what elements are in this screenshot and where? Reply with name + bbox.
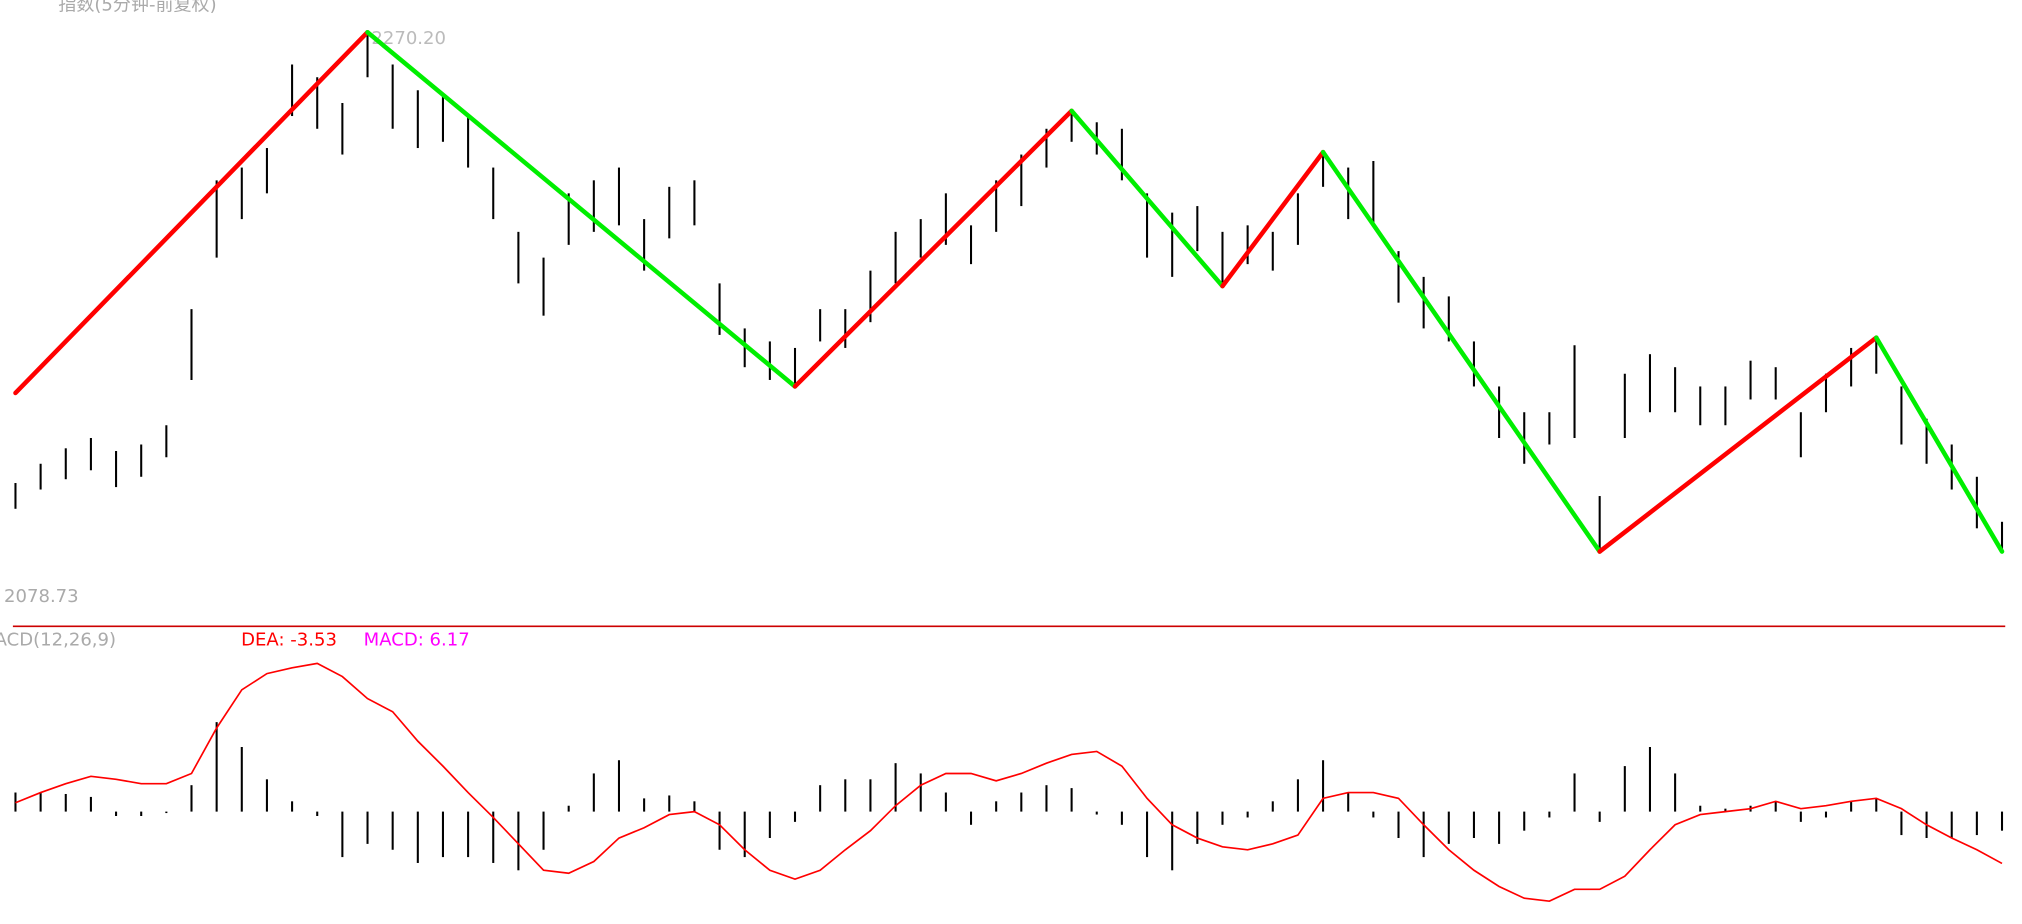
dea-line — [15, 662, 2003, 903]
indicator-title: MACD(12,26,9) — [0, 630, 116, 651]
zigzag-segment — [1597, 335, 1879, 554]
zigzag-segment — [1874, 335, 2005, 554]
zigzag-segment — [365, 29, 798, 389]
zigzag-segment — [1220, 149, 1326, 289]
zigzag-segment — [13, 29, 370, 396]
zigzag-segment — [1320, 149, 1602, 554]
zigzag-segment — [792, 108, 1074, 389]
indicator-readout: MACD: 6.17 — [364, 630, 470, 651]
min-label: 2078.73 — [4, 586, 79, 607]
zigzag-segment — [1069, 108, 1225, 289]
chart-title: 指数(5分钟-前复权) — [58, 0, 216, 15]
max-label: 2270.20 — [371, 28, 446, 49]
indicator-readout: DEA: -3.53 — [241, 630, 337, 651]
